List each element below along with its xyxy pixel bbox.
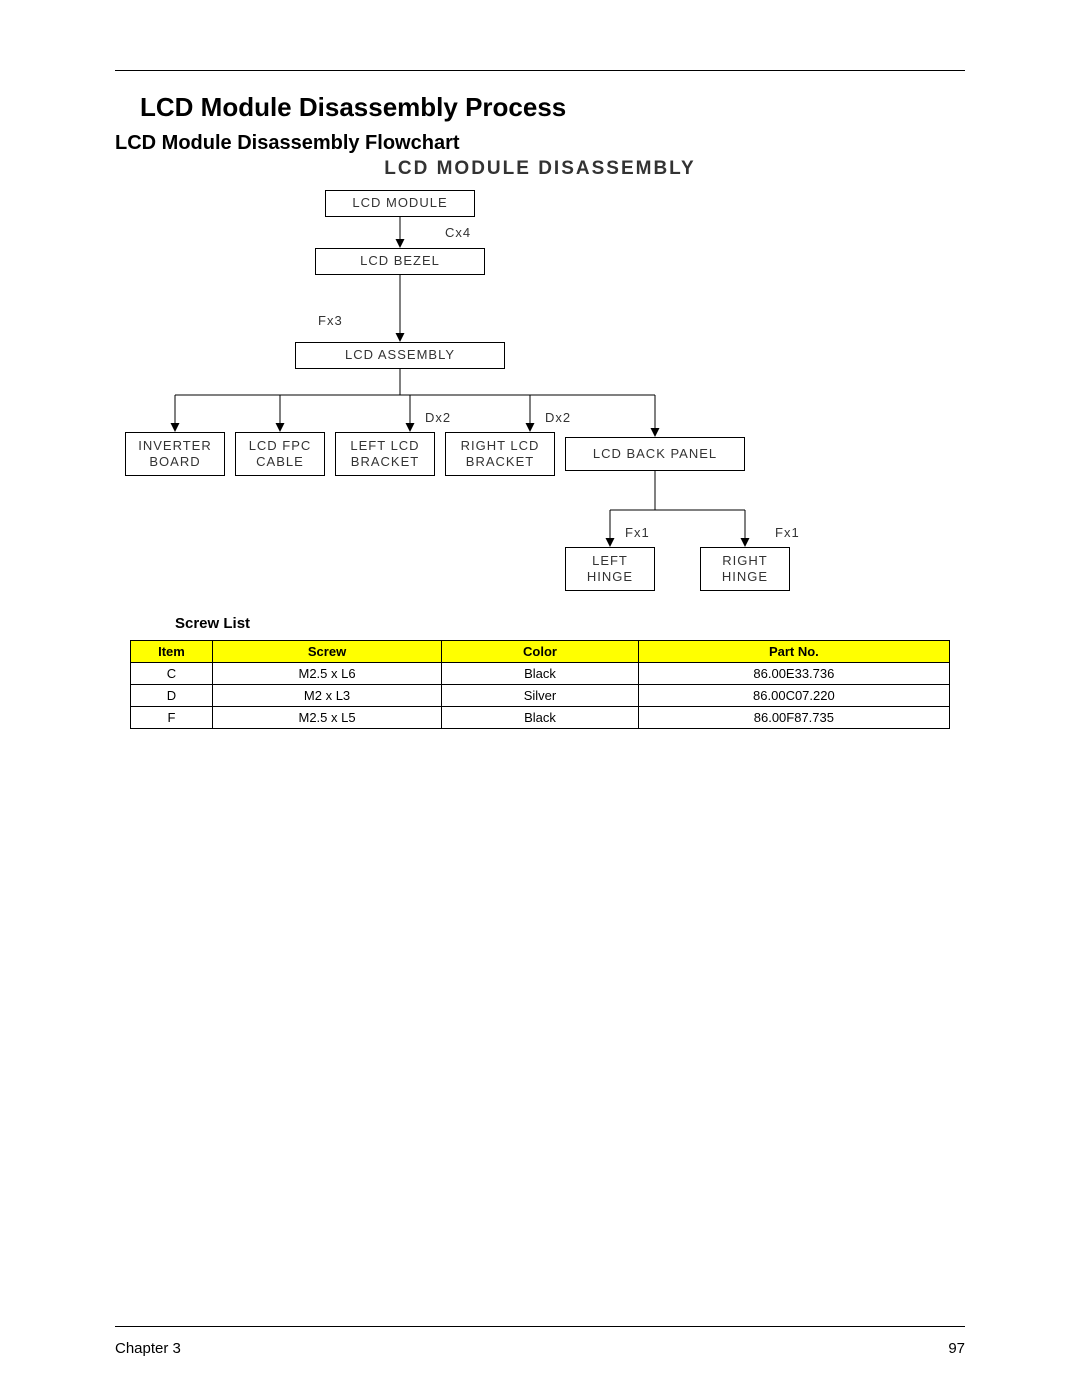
table-cell: Black <box>442 707 639 729</box>
table-cell: M2 x L3 <box>212 685 441 707</box>
flow-node-back-panel: LCD BACK PANEL <box>565 437 745 471</box>
flow-node-left-bracket: LEFT LCD BRACKET <box>335 432 435 476</box>
flowchart-edges <box>115 185 965 605</box>
table-header-cell: Screw <box>212 641 441 663</box>
flowchart: LCD MODULE LCD BEZEL LCD ASSEMBLY INVERTER … <box>115 185 965 605</box>
table-cell: Black <box>442 663 639 685</box>
bottom-rule <box>115 1326 965 1327</box>
table-header-cell: Color <box>442 641 639 663</box>
flow-node-lcd-assembly: LCD ASSEMBLY <box>295 342 505 369</box>
flow-node-lcd-module: LCD MODULE <box>325 190 475 217</box>
flow-node-left-hinge: LEFT HINGE <box>565 547 655 591</box>
edge-label-7: Fx1 <box>625 525 650 540</box>
page-title: LCD Module Disassembly Process <box>140 92 566 123</box>
table-header-cell: Part No. <box>638 641 949 663</box>
footer-chapter: Chapter 3 <box>115 1340 181 1357</box>
table-cell: 86.00E33.736 <box>638 663 949 685</box>
edge-label-4: Dx2 <box>425 410 451 425</box>
flow-node-right-hinge: RIGHT HINGE <box>700 547 790 591</box>
flow-node-lcd-bezel: LCD BEZEL <box>315 248 485 275</box>
table-cell: M2.5 x L5 <box>212 707 441 729</box>
edge-label-1: Fx3 <box>318 313 343 328</box>
edge-label-8: Fx1 <box>775 525 800 540</box>
table-cell: 86.00C07.220 <box>638 685 949 707</box>
edge-label-0: Cx4 <box>445 225 471 240</box>
table-cell: Silver <box>442 685 639 707</box>
table-row: DM2 x L3Silver86.00C07.220 <box>131 685 950 707</box>
flowchart-title: LCD MODULE DISASSEMBLY <box>115 158 965 180</box>
flow-node-right-bracket: RIGHT LCD BRACKET <box>445 432 555 476</box>
table-cell: M2.5 x L6 <box>212 663 441 685</box>
table-row: FM2.5 x L5Black86.00F87.735 <box>131 707 950 729</box>
screw-list-title: Screw List <box>175 615 250 632</box>
footer-page-number: 97 <box>948 1340 965 1357</box>
table-cell: C <box>131 663 213 685</box>
top-rule <box>115 70 965 71</box>
section-subtitle: LCD Module Disassembly Flowchart <box>115 132 460 155</box>
screw-list-table: ItemScrewColorPart No. CM2.5 x L6Black86… <box>130 640 950 729</box>
flow-node-inverter-board: INVERTER BOARD <box>125 432 225 476</box>
table-cell: F <box>131 707 213 729</box>
table-cell: 86.00F87.735 <box>638 707 949 729</box>
page: LCD Module Disassembly Process LCD Modul… <box>0 0 1080 1397</box>
edge-label-5: Dx2 <box>545 410 571 425</box>
table-header-row: ItemScrewColorPart No. <box>131 641 950 663</box>
table-cell: D <box>131 685 213 707</box>
flow-node-lcd-fpc-cable: LCD FPC CABLE <box>235 432 325 476</box>
table-header-cell: Item <box>131 641 213 663</box>
table-row: CM2.5 x L6Black86.00E33.736 <box>131 663 950 685</box>
